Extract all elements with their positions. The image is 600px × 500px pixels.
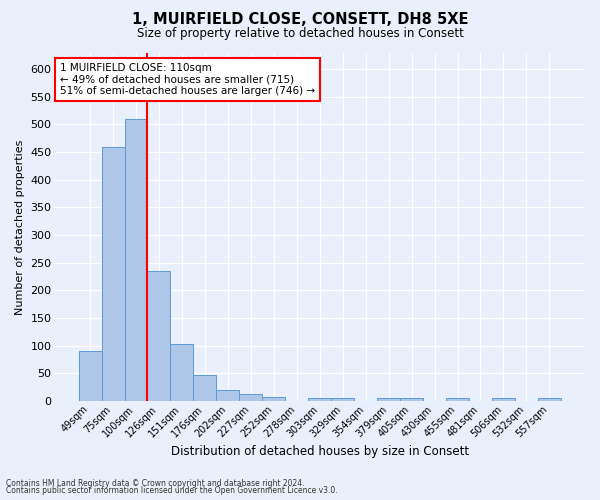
Bar (377, 398, 400, 401)
Bar (193, 375, 217, 401)
Text: Contains HM Land Registry data © Crown copyright and database right 2024.: Contains HM Land Registry data © Crown c… (6, 478, 305, 488)
Bar (148, 271, 170, 401)
X-axis label: Distribution of detached houses by size in Consett: Distribution of detached houses by size … (170, 444, 469, 458)
Bar (400, 398, 423, 401)
Bar (331, 398, 354, 401)
Bar (217, 390, 239, 401)
Text: 1, MUIRFIELD CLOSE, CONSETT, DH8 5XE: 1, MUIRFIELD CLOSE, CONSETT, DH8 5XE (132, 12, 468, 28)
Bar (492, 398, 515, 401)
Bar (308, 398, 331, 401)
Bar (262, 396, 285, 401)
Text: 1 MUIRFIELD CLOSE: 110sqm
← 49% of detached houses are smaller (715)
51% of semi: 1 MUIRFIELD CLOSE: 110sqm ← 49% of detac… (60, 63, 315, 96)
Text: Size of property relative to detached houses in Consett: Size of property relative to detached ho… (137, 28, 463, 40)
Bar (538, 398, 561, 401)
Bar (446, 398, 469, 401)
Bar (170, 344, 193, 401)
Bar (79, 352, 101, 401)
Y-axis label: Number of detached properties: Number of detached properties (15, 139, 25, 314)
Bar (101, 146, 125, 401)
Bar (125, 119, 148, 401)
Text: Contains public sector information licensed under the Open Government Licence v3: Contains public sector information licen… (6, 486, 338, 495)
Bar (239, 394, 262, 401)
